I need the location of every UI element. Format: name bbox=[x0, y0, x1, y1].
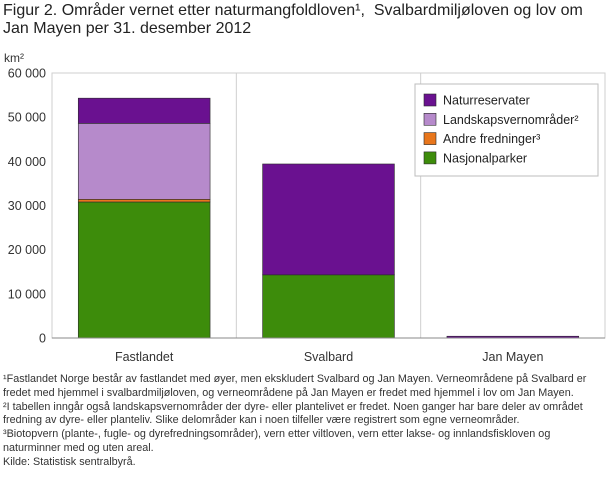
bar-fastlandet-nasjonalparker bbox=[77, 201, 211, 339]
bar-svalbard-nasjonalparker bbox=[262, 274, 395, 339]
y-axis-label: km² bbox=[4, 51, 24, 65]
legend-label-naturreservater: Naturreservater bbox=[443, 94, 530, 108]
bar-fastlandet-andre-fredninger bbox=[77, 199, 211, 203]
legend-swatch-naturreservater bbox=[423, 93, 437, 107]
legend-swatch-nasjonalparker bbox=[423, 151, 437, 165]
x-tick-label: Fastlandet bbox=[115, 350, 174, 364]
legend-swatch-landskapsvernomr-der bbox=[423, 113, 437, 126]
y-tick-label: 40 000 bbox=[8, 155, 46, 169]
x-tick-label: Svalbard bbox=[304, 350, 353, 364]
legend-box bbox=[414, 83, 599, 177]
footnote-2: ²I tabellen inngår også landskapsvernomr… bbox=[3, 400, 583, 427]
chart-title: Figur 2. Områder vernet etter naturmangf… bbox=[3, 2, 588, 37]
y-tick-label: 0 bbox=[39, 332, 46, 346]
legend-label-andre-fredninger: Andre fredninger³ bbox=[443, 132, 540, 146]
source-note: Kilde: Statistisk sentralbyrå. bbox=[3, 455, 136, 468]
legend-label-nasjonalparker: Nasjonalparker bbox=[443, 151, 527, 165]
bar-svalbard-naturreservater bbox=[262, 163, 395, 276]
bar-fastlandet-landskapsvernomr-der bbox=[77, 123, 211, 200]
legend: Naturreservater Landskapsvernområder² Andr… bbox=[414, 83, 599, 177]
bar-fastlandet-naturreservater bbox=[77, 97, 211, 124]
y-tick-label: 10 000 bbox=[8, 287, 46, 301]
stacked-bar-chart: km² 0 10 000 20 000 30 000 40 000 50 000 60 000… bbox=[4, 51, 606, 364]
legend-swatch-andre-fredninger bbox=[423, 132, 437, 145]
footnote-3: ³Biotopvern (plante-, fugle- og dyrefred… bbox=[3, 428, 551, 454]
y-tick-label: 60 000 bbox=[8, 67, 46, 81]
x-tick-label: Jan Mayen bbox=[482, 350, 543, 364]
y-tick-label: 30 000 bbox=[8, 199, 46, 213]
footnotes: ¹Fastlandet Norge består av fastlandet m… bbox=[3, 373, 607, 470]
y-tick-label: 50 000 bbox=[8, 111, 46, 125]
legend-label-landskapsvernomr-der: Landskapsvernområder² bbox=[443, 113, 579, 127]
y-tick-label: 20 000 bbox=[8, 243, 46, 257]
footnote-1: ¹Fastlandet Norge består av fastlandet m… bbox=[3, 373, 587, 399]
